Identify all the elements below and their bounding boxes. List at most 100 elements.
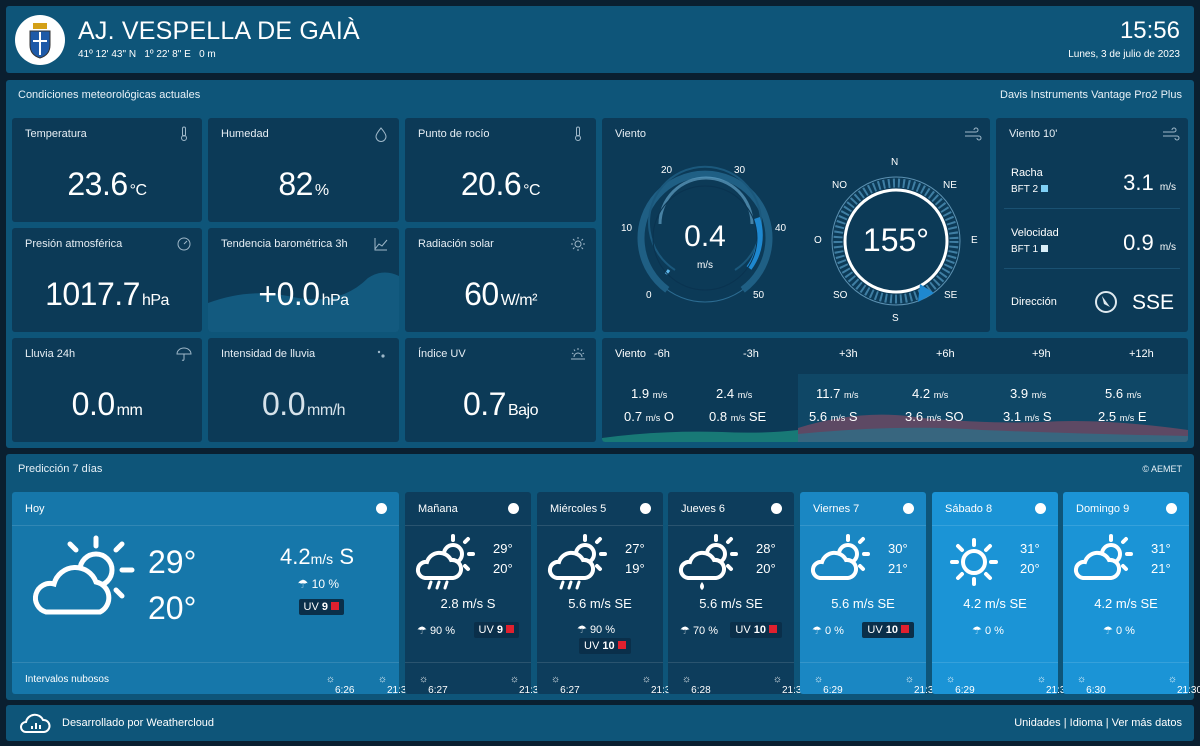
forecast-max: 28° [756,541,776,556]
divider [1004,268,1180,269]
forecast-section-header: Predicción 7 días © AEMET [6,454,1194,484]
forecast-day-card[interactable]: Jueves 6 28° 20° 5.6 m/s SE ☂ 70 % UV 10 ☼ 6:2… [668,492,807,696]
forecast-day: Domingo 9 [1076,503,1130,515]
weather-icon [1073,534,1133,580]
umbrella-icon [176,346,192,362]
forecast-day: Mañana [418,503,458,515]
raindrops-icon [373,346,389,362]
forecast-day: Hoy [25,503,45,515]
forecast-rain: ☂ 0 % [812,625,844,637]
wind-history-speed: 3.1 m/s S [1003,409,1052,424]
dial-tick-50: 50 [753,290,765,301]
dial-tick-10: 10 [621,223,633,234]
rain-rate-value: 0.0 mm/h [262,386,345,422]
temperature-card[interactable]: Temperatura 23.6 °C [12,118,202,222]
forecast-day-card[interactable]: Domingo 9 31° 21° 4.2 m/s SE ☂ 0 % ☼ 6:30 ☼ 21… [1063,492,1200,696]
forecast-footer: ☼ 6:29 ☼ 21:31 [932,662,1071,696]
solar-value: 60 W/m² [464,276,537,312]
forecast-footer: ☼ 6:29 ☼ 21:31 [800,662,939,696]
forecast-rain: ☂ 0 % [972,625,1004,637]
speed-label: Velocidad [1011,227,1059,239]
forecast-day-card[interactable]: Viernes 7 30° 21° 5.6 m/s SE ☂ 0 % UV 10 ☼ 6:2… [800,492,939,696]
forecast-header: Miércoles 5 [537,492,663,526]
forecast-min: 20° [493,561,513,576]
station-title: AJ. VESPELLA DE GAIÀ [78,17,360,45]
umbrella-icon: ☂ [297,577,309,591]
gust-value: 3.1 m/s [1123,170,1176,195]
direction-label: Dirección [1011,296,1057,308]
forecast-day-card[interactable]: Mañana 29° 20° 2.8 m/s S ☂ 90 % UV 9 ☼ 6:27 ☼ 2… [405,492,544,696]
dial-tick-30: 30 [734,165,746,176]
forecast-wind: 5.6 m/s SE [568,596,632,611]
forecast-wind: 5.6 m/s SE [831,596,895,611]
clock-time: 15:56 [1119,17,1180,44]
uv-sun-icon [570,346,586,362]
current-section-header: Condiciones meteorológicas actuales Davi… [6,80,1194,110]
rain-rate-card[interactable]: Intensidad de lluvia 0.0 mm/h [208,338,399,442]
humidity-label: Humedad [221,128,269,140]
droplet-icon [373,126,389,142]
humidity-value: 82% [278,166,329,202]
forecast-uv: UV 9 [298,599,344,615]
compass-so: SO [833,290,848,301]
wind-history-card[interactable]: Viento -6h 1.9 m/s 0.7 m/s O -3h 2.4 m/s 0.8 … [602,338,1188,442]
temperature-label: Temperatura [25,128,87,140]
forecast-min: 21° [1151,561,1171,576]
forecast-max: 30° [888,541,908,556]
station-coords: 41º 12' 43" N 1º 22' 8" E 0 m [78,49,216,60]
wind-history-gust: 3.9 m/s [1010,386,1047,401]
uv-label: Índice UV [418,348,466,360]
aemet-credit: © AEMET [1142,464,1182,474]
gust-label: Racha [1011,167,1043,179]
forecast-day-card[interactable]: Miércoles 5 27° 19° 5.6 m/s SE ☂ 90 % UV 10 ☼ … [537,492,676,696]
forecast-rain: ☂ 90 % [577,624,616,636]
forecast-day-card[interactable]: Sábado 8 31° 20° 4.2 m/s SE ☂ 0 % ☼ 6:29 ☼ 21:… [932,492,1071,696]
pressure-trend-card[interactable]: Tendencia barométrica 3h +0.0 hPa [208,228,399,332]
language-link[interactable]: Idioma [1069,717,1103,729]
wind-speed-value: 0.4 [684,220,726,253]
pressure-trend-graph [208,272,399,332]
forecast-uv: UV 10 [862,622,914,638]
forecast-header: Jueves 6 [668,492,794,526]
weathercloud-icon [18,712,52,739]
compass-no: NO [832,180,847,191]
forecast-today-card[interactable]: Hoy 29° 20° 4.2m/s S ☂ 10 % UV 9 Interva… [12,492,412,696]
dewpoint-card[interactable]: Punto de rocío 20.6 °C [405,118,596,222]
compass-n: N [891,157,899,168]
forecast-footer: ☼ 6:30 ☼ 21:30 [1063,662,1200,696]
sunrise: ☼ 6:29 [814,674,843,696]
humidity-card[interactable]: Humedad 82% [208,118,399,222]
forecast-rain: ☂ 70 % [680,625,719,637]
pressure-card[interactable]: Presión atmosférica 1017.7 hPa [12,228,202,332]
wind-card[interactable]: Viento 0 10 20 30 40 50 0.4 m/s N NE E S… [602,118,990,332]
forecast-day: Miércoles 5 [550,503,607,515]
forecast-wind: 5.6 m/s SE [699,596,763,611]
forecast-rain: ☂ 90 % [417,625,456,637]
wind-history-gust: 1.9 m/s [631,386,668,401]
current-section-title: Condiciones meteorológicas actuales [18,89,201,101]
footer-links: Unidades | Idioma | Ver más datos [1014,717,1182,729]
more-data-link[interactable]: Ver más datos [1111,717,1182,729]
forecast-day: Viernes 7 [813,503,860,515]
forecast-description: Intervalos nubosos [25,674,109,685]
wind-history-graph [602,374,1188,442]
uv-card[interactable]: Índice UV 0.7 Bajo [405,338,596,442]
rain-card[interactable]: Lluvia 24h 0.0 mm [12,338,202,442]
moon-icon [376,503,387,514]
solar-card[interactable]: Radiación solar 60 W/m² [405,228,596,332]
compass-o: O [814,235,822,246]
units-link[interactable]: Unidades [1014,717,1061,729]
sunrise: ☼ 6:26 [325,674,355,696]
pressure-label: Presión atmosférica [25,238,123,250]
compass-se: SE [944,290,958,301]
dewpoint-value: 20.6 °C [460,166,541,202]
forecast-footer: ☼ 6:27 ☼ 21:32 [537,662,676,696]
forecast-min: 20° [1020,561,1040,576]
wind-history-speed: 2.5 m/s E [1098,409,1147,424]
compass-ne: NE [943,180,957,191]
powered-by[interactable]: Desarrollado por Weathercloud [62,717,215,729]
wind-history-gust: 5.6 m/s [1105,386,1142,401]
wind10-card[interactable]: Viento 10' Racha BFT 2 3.1 m/s Velocidad… [996,118,1188,332]
header-bar: AJ. VESPELLA DE GAIÀ 41º 12' 43" N 1º 22… [6,6,1194,73]
sunrise: ☼ 6:29 [946,674,975,696]
